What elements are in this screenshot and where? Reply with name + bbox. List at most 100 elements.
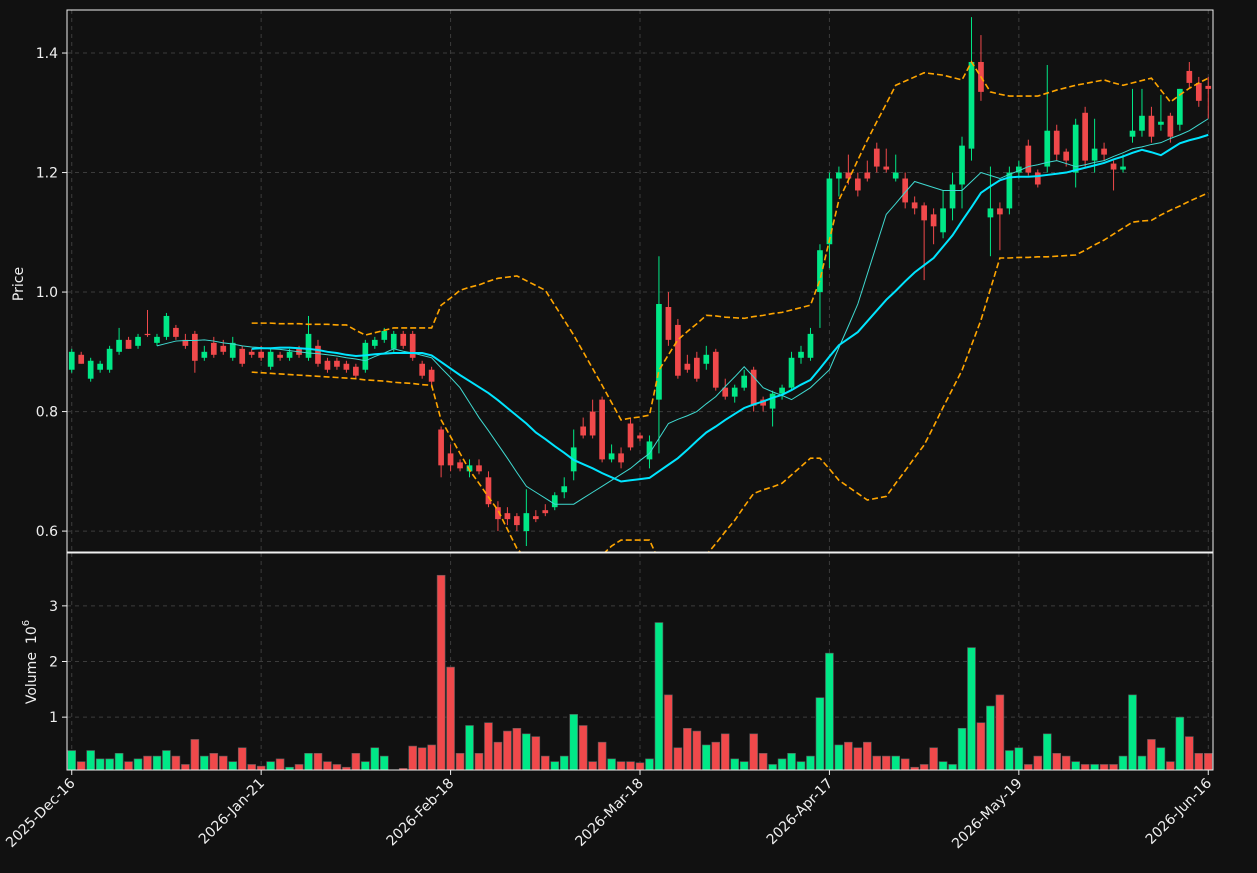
candle-body <box>1082 112 1088 161</box>
volume-bar <box>1061 755 1071 770</box>
candle-body <box>514 516 520 526</box>
candle-body <box>911 202 918 209</box>
volume-bar <box>503 730 512 770</box>
candle-body <box>192 333 198 361</box>
candle-body <box>817 250 823 293</box>
volume-bar <box>133 758 143 770</box>
candle-body <box>1101 148 1107 155</box>
candle-body <box>987 208 994 218</box>
candle-body <box>1158 121 1164 125</box>
candle-body <box>1195 82 1202 101</box>
candle-body <box>1063 151 1070 161</box>
volume-bar <box>900 758 910 770</box>
candle-body <box>1177 88 1183 125</box>
volume-bar <box>474 753 484 770</box>
volume-bar <box>702 744 711 770</box>
candle-body <box>78 354 85 364</box>
candle-body <box>106 348 113 370</box>
volume-bar <box>332 764 342 770</box>
candle-body <box>334 360 340 367</box>
candle-body <box>788 357 795 388</box>
candle-body <box>703 354 710 364</box>
candle-body <box>201 351 208 358</box>
candle-body <box>466 465 473 472</box>
candle-body <box>438 429 444 466</box>
volume-label: Volume <box>24 652 40 704</box>
volume-bar <box>853 747 863 770</box>
candle-body <box>959 145 965 185</box>
candle-body <box>286 351 293 358</box>
volume-bar <box>891 755 900 770</box>
volume-bar <box>1052 753 1062 770</box>
volume-bar <box>436 574 446 770</box>
volume-bar <box>124 761 133 770</box>
candle-body <box>845 172 852 179</box>
candle-body <box>504 513 511 520</box>
candle-body <box>693 357 700 379</box>
candle-body <box>997 208 1003 215</box>
candle-body <box>1025 145 1032 173</box>
candle-body <box>675 324 681 376</box>
volume-bar <box>938 761 948 770</box>
volume-bar <box>597 741 607 770</box>
volume-bar <box>1080 764 1090 770</box>
volume-bar <box>256 765 266 770</box>
candle-body <box>182 339 189 346</box>
candle-body <box>741 375 748 388</box>
candle-body <box>125 339 132 349</box>
volume-bar <box>995 694 1005 770</box>
candle-body <box>353 366 359 376</box>
volume-bar <box>200 755 209 770</box>
candle-body <box>1072 124 1079 173</box>
candle-body <box>618 453 624 463</box>
volume-bar <box>948 764 957 770</box>
candle-body <box>589 411 596 436</box>
volume-bar <box>304 753 313 770</box>
candle-body <box>883 166 890 170</box>
y-tick-label: 1.2 <box>36 166 58 182</box>
volume-bar <box>351 753 361 770</box>
volume-bar <box>645 758 654 770</box>
candle-body <box>495 507 501 520</box>
volume-bar <box>578 725 588 770</box>
candle-body <box>864 172 871 179</box>
price-axis-label: Price <box>11 267 27 301</box>
candle-body <box>144 333 151 336</box>
candle-body <box>921 205 927 221</box>
candle-body <box>760 399 766 406</box>
volume-bar <box>881 755 891 770</box>
candle-body <box>551 495 558 508</box>
volume-axis-label: Volume 106 <box>21 620 40 704</box>
candle-body <box>277 354 283 358</box>
candle-body <box>343 363 350 370</box>
volume-bar <box>181 764 190 770</box>
candle-body <box>532 516 539 520</box>
volume-bar <box>1005 750 1014 770</box>
candle-body <box>173 327 179 337</box>
candle-body <box>68 351 75 370</box>
candle-body <box>1053 130 1060 155</box>
candle-body <box>1016 166 1022 173</box>
volume-bar <box>1033 755 1043 770</box>
volume-bar <box>758 753 768 770</box>
candle-body <box>248 351 255 355</box>
candle-body <box>1006 172 1013 209</box>
volume-bar <box>1109 764 1118 770</box>
volume-bar <box>247 764 256 770</box>
volume-bar <box>967 647 976 770</box>
volume-bar <box>910 766 919 770</box>
volume-bar <box>739 761 749 770</box>
overlay-line <box>251 133 1209 483</box>
candle-body <box>267 351 274 367</box>
volume-bar <box>417 747 427 770</box>
volume-bar <box>635 762 645 770</box>
volume-bar <box>380 755 389 770</box>
volume-bar <box>493 741 503 770</box>
volume-bar <box>683 727 692 770</box>
volume-bar <box>95 758 105 770</box>
volume-bar <box>162 750 171 770</box>
volume-bar <box>294 764 304 770</box>
candle-body <box>485 477 492 505</box>
overlay-line <box>251 192 1209 552</box>
volume-bar <box>1185 736 1194 770</box>
